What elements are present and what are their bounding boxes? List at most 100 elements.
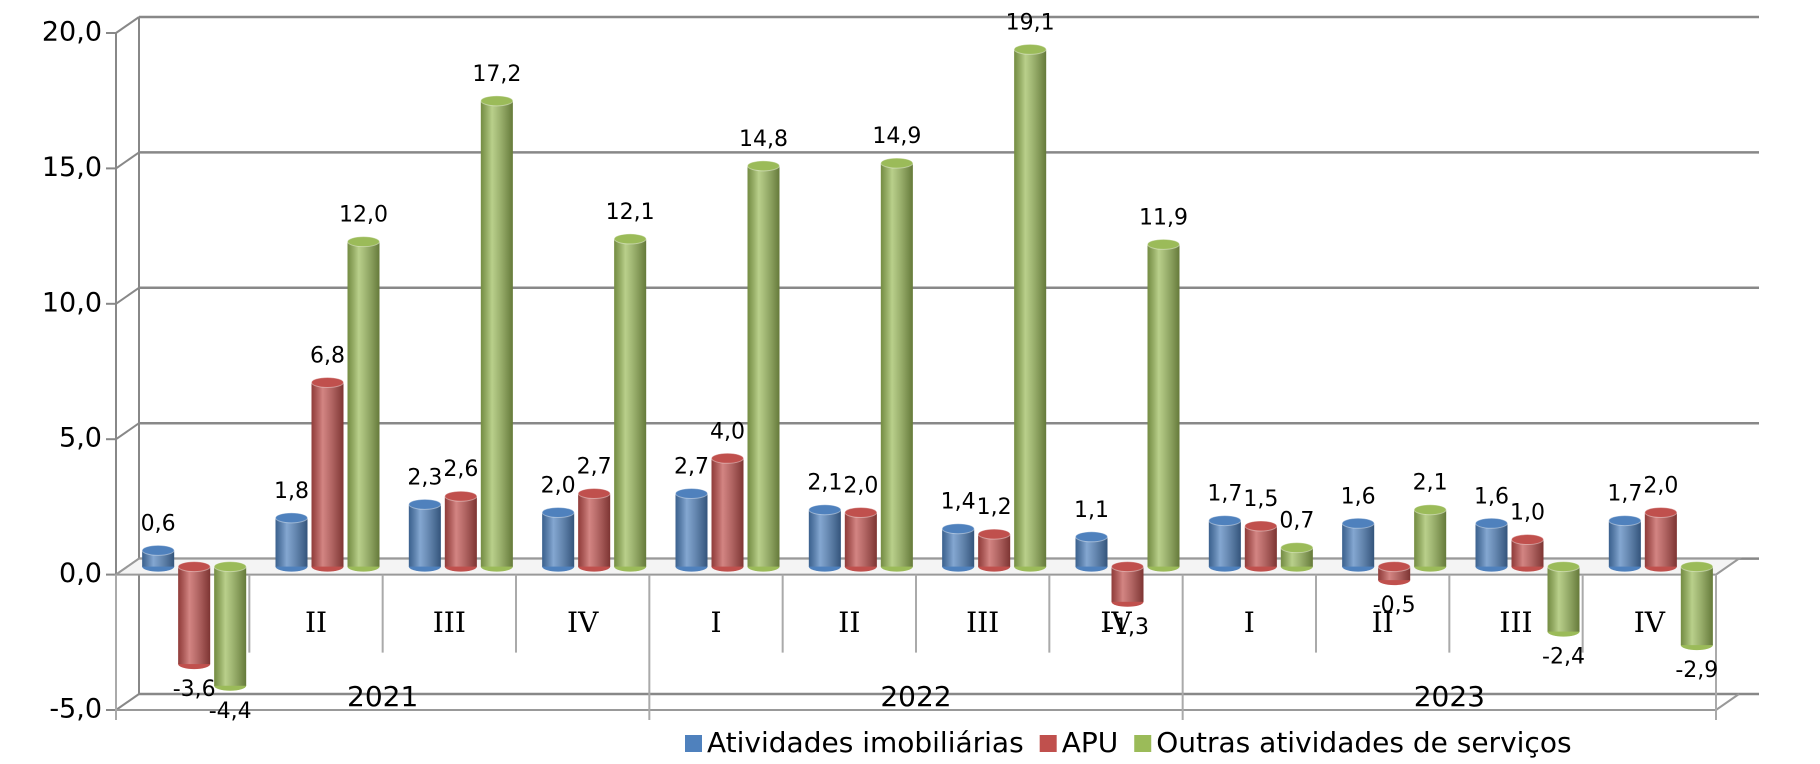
bar-cap	[141, 544, 175, 556]
bar	[311, 376, 344, 572]
bar	[711, 452, 744, 572]
bar-shade	[1014, 49, 1047, 567]
bar-cap	[1111, 561, 1144, 573]
bar-cap	[1547, 561, 1580, 573]
value-label: 2,1	[807, 471, 842, 496]
bar	[1208, 515, 1242, 572]
bar-cap	[1013, 43, 1047, 55]
bar-shade	[978, 534, 1011, 567]
bar-cap	[1680, 561, 1714, 573]
bar-cap	[347, 236, 380, 248]
bar-shade	[1111, 566, 1144, 602]
value-label: 2,0	[1643, 473, 1678, 498]
value-label: -0,5	[1373, 593, 1416, 618]
bar-cap	[1511, 534, 1544, 546]
value-label: 1,6	[1341, 484, 1376, 509]
bar-shade	[1147, 244, 1180, 567]
value-label: -2,9	[1675, 658, 1718, 683]
bar-cap	[213, 561, 247, 573]
bar	[408, 498, 442, 572]
value-label: -1,3	[1106, 615, 1149, 640]
value-label: 12,1	[606, 200, 655, 225]
value-label: 2,7	[577, 454, 612, 479]
bar-cap	[711, 452, 744, 464]
group-label: 2022	[880, 680, 951, 713]
value-label: 11,9	[1139, 205, 1188, 230]
x-tick-label: IV	[1634, 606, 1666, 639]
value-label: 2,0	[843, 473, 878, 498]
legend-swatch	[1134, 735, 1152, 752]
bar-cap	[1608, 515, 1642, 527]
bar-shade	[1414, 509, 1447, 567]
value-label: -3,6	[173, 677, 216, 702]
value-label: 2,1	[1413, 471, 1448, 496]
bar-shade	[578, 493, 611, 567]
bar	[747, 160, 780, 572]
bar-cap	[444, 490, 478, 502]
bar-cap	[1377, 561, 1411, 573]
grid-line	[115, 693, 140, 711]
bar-shade	[747, 165, 780, 567]
bar	[177, 561, 211, 670]
x-tick-label: III	[433, 606, 466, 639]
bar-shade	[1280, 547, 1313, 567]
bar	[444, 490, 478, 572]
bar-cap	[177, 561, 211, 573]
bar-cap	[675, 487, 708, 499]
bar	[613, 233, 647, 572]
grid-line	[115, 422, 140, 441]
x-tick-label: I	[710, 606, 721, 639]
bar-shade	[444, 496, 477, 567]
legend-label: APU	[1062, 726, 1119, 759]
y-tick-label: 0,0	[59, 558, 102, 589]
value-label: 1,5	[1243, 487, 1278, 512]
bar-cap	[1280, 542, 1314, 554]
bar	[577, 487, 611, 572]
bar	[675, 487, 708, 572]
bar-shade	[844, 512, 877, 567]
bar-cap	[747, 160, 780, 172]
bar	[1608, 515, 1642, 572]
bar-shade	[711, 458, 744, 567]
bar	[1644, 506, 1678, 572]
bar-cap	[1147, 238, 1180, 250]
y-tick-label: 10,0	[42, 287, 102, 318]
value-label: 17,2	[472, 62, 521, 87]
y-tick-label: 15,0	[42, 152, 102, 183]
legend-swatch	[1039, 735, 1057, 752]
bar	[1475, 517, 1508, 572]
value-label: 1,7	[1607, 482, 1642, 507]
group-label: 2021	[347, 680, 418, 713]
value-label: 12,0	[339, 203, 388, 228]
bar-shade	[1644, 512, 1677, 567]
value-label: 0,7	[1279, 509, 1314, 534]
bar-shade	[408, 504, 441, 567]
value-label: 1,1	[1074, 498, 1109, 523]
value-label: 1,0	[1510, 501, 1545, 526]
bar-shade	[275, 517, 308, 567]
bar-cap	[880, 157, 914, 169]
value-label: 1,6	[1474, 484, 1509, 509]
bar-shade	[1208, 520, 1241, 567]
bar	[213, 561, 247, 691]
bar	[141, 544, 175, 572]
bar-shade	[1680, 566, 1713, 646]
bar	[977, 528, 1011, 572]
bar	[1377, 561, 1411, 586]
bar-cap	[577, 487, 611, 499]
bar	[1111, 561, 1144, 607]
legend-label: Outras atividades de serviços	[1156, 726, 1571, 759]
value-label: 1,4	[941, 490, 976, 515]
bar-cap	[1413, 504, 1447, 516]
bar-cap	[408, 498, 442, 510]
legend-swatch	[685, 735, 702, 752]
bar-cap	[844, 506, 878, 518]
bar-cap	[941, 523, 975, 535]
value-label: 2,0	[541, 473, 576, 498]
bar	[347, 236, 380, 572]
value-label: 1,7	[1207, 482, 1242, 507]
value-label: 2,7	[674, 454, 709, 479]
y-tick-label: 20,0	[42, 17, 102, 48]
bar-cap	[541, 506, 575, 518]
bar	[844, 506, 878, 572]
